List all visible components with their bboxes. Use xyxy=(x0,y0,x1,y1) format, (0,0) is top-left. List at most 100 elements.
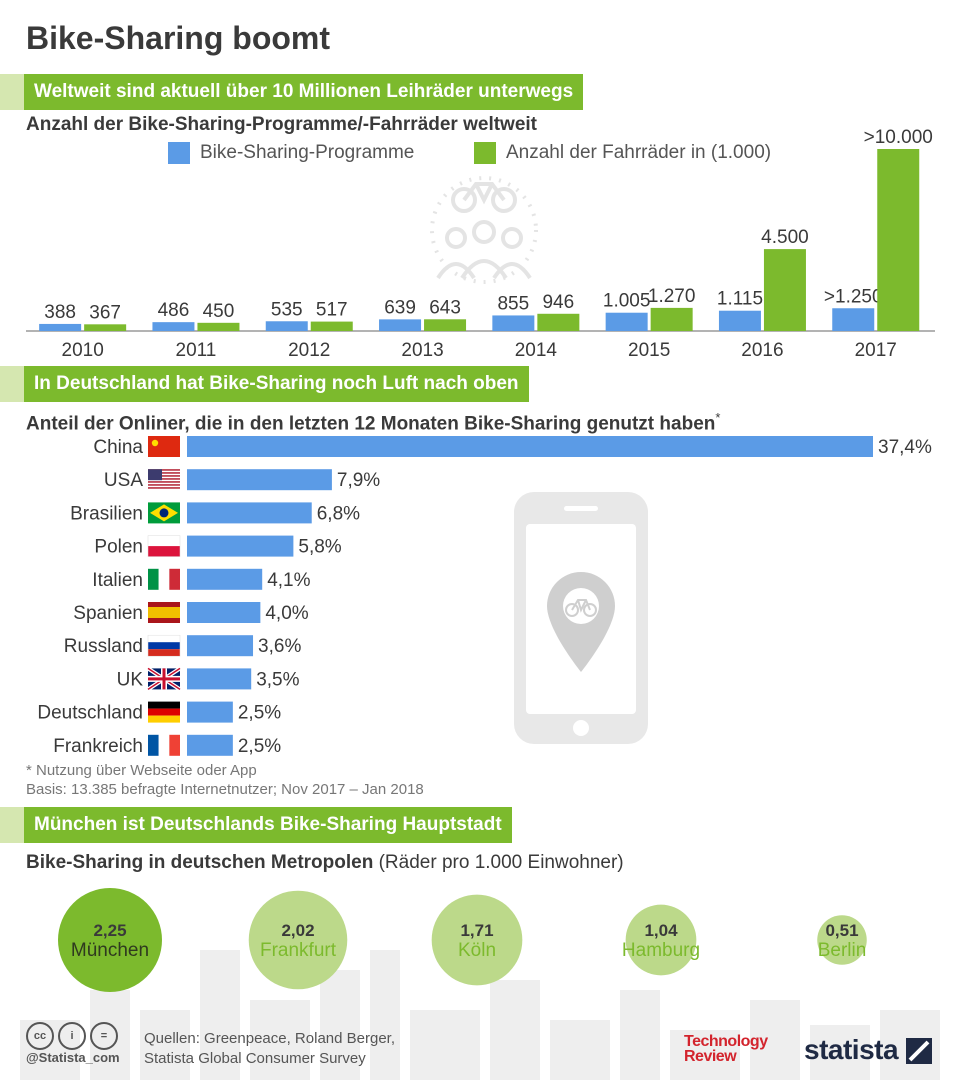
data-label-bikes-2016: 4.500 xyxy=(761,227,809,248)
data-label-programs-2016: 1.115 xyxy=(717,289,763,310)
country-label-Italien: Italien xyxy=(92,570,143,591)
country-label-USA: USA xyxy=(104,470,143,491)
bar-Spanien xyxy=(187,602,261,623)
bar-bikes-2012 xyxy=(310,321,353,331)
city-skyline-decoration xyxy=(20,950,940,1080)
value-label-Deutschland: 2,5% xyxy=(238,703,281,724)
data-label-bikes-2010: 367 xyxy=(89,302,121,323)
technology-review-logo: Technology Review xyxy=(684,1033,768,1065)
country-label-Polen: Polen xyxy=(94,537,143,558)
value-label-Italien: 4,1% xyxy=(267,570,310,591)
bubble-value-Frankfurt: 2,02 xyxy=(281,921,314,940)
x-tick-label-2017: 2017 xyxy=(855,340,897,360)
bubble-value-Hamburg: 1,04 xyxy=(644,921,678,940)
bubble-value-Berlin: 0,51 xyxy=(825,921,858,940)
cc-noderivs-icon: = xyxy=(90,1022,118,1050)
bar-Russland xyxy=(187,635,254,657)
x-tick-label-2014: 2014 xyxy=(515,340,558,360)
statista-handle: @Statista_com xyxy=(26,1050,120,1065)
x-tick-label-2010: 2010 xyxy=(62,340,104,360)
page-title: Bike-Sharing boomt xyxy=(26,20,331,56)
footnote-usage: * Nutzung über Webseite oder App xyxy=(26,762,257,779)
bubble-city-Berlin: Berlin xyxy=(818,940,867,961)
bubble-city-München: München xyxy=(71,940,149,961)
smartphone-location-icon xyxy=(514,492,648,744)
value-label-USA: 7,9% xyxy=(337,470,380,491)
bar-bikes-2013 xyxy=(424,319,467,331)
data-label-bikes-2015: 1.270 xyxy=(648,286,696,307)
france-flag-icon xyxy=(148,734,180,756)
bar-programs-2011 xyxy=(152,322,195,331)
bar-Brasilien xyxy=(187,502,312,524)
value-label-Russland: 3,6% xyxy=(258,636,301,657)
section1-banner-text: Weltweit sind aktuell über 10 Millionen … xyxy=(24,74,584,110)
germany-flag-icon xyxy=(148,701,180,723)
value-label-Frankreich: 2,5% xyxy=(238,736,281,757)
bar-bikes-2011 xyxy=(197,322,240,331)
bubble-value-München: 2,25 xyxy=(93,921,126,940)
bubble-Köln xyxy=(431,894,523,986)
cc-attribution-icon: i xyxy=(58,1022,86,1050)
section2-subtitle-footnote-mark: * xyxy=(715,410,721,425)
bar-programs-2017 xyxy=(832,308,875,331)
bar-programs-2013 xyxy=(379,319,422,331)
bar-programs-2015 xyxy=(605,312,648,331)
statista-logo-mark-icon xyxy=(906,1038,932,1064)
cc-license-icon: cc xyxy=(26,1022,54,1050)
usa-flag-icon xyxy=(148,469,180,491)
country-label-Deutschland: Deutschland xyxy=(37,703,143,724)
x-tick-label-2016: 2016 xyxy=(741,340,783,360)
bar-bikes-2014 xyxy=(537,313,580,331)
technology-review-logo-line2: Review xyxy=(684,1048,737,1065)
bubble-city-Köln: Köln xyxy=(458,940,496,961)
bar-UK xyxy=(187,668,252,690)
technology-review-logo-line1: Technology xyxy=(684,1033,768,1050)
country-label-Brasilien: Brasilien xyxy=(70,503,143,524)
x-tick-label-2012: 2012 xyxy=(288,340,330,360)
x-tick-label-2013: 2013 xyxy=(401,340,443,360)
data-label-programs-2011: 486 xyxy=(158,300,190,321)
bar-programs-2014 xyxy=(492,315,535,331)
value-label-China: 37,4% xyxy=(878,437,932,458)
source-line-1: Quellen: Greenpeace, Roland Berger, xyxy=(144,1030,395,1047)
online-bike-sharing-share-chart: China 37,4% USA 7,9% Brasilien 6,8% Polen 5,8% I… xyxy=(37,436,932,757)
data-label-programs-2017: >1.250 xyxy=(824,286,883,307)
data-label-bikes-2014: 946 xyxy=(542,292,574,313)
bubble-Frankfurt xyxy=(248,890,348,990)
spain-flag-icon xyxy=(148,602,180,623)
legend-item-bikes: Anzahl der Fahrräder in (1.000) xyxy=(474,142,771,164)
bubble-value-Köln: 1,71 xyxy=(460,921,493,940)
source-line-2: Statista Global Consumer Survey xyxy=(144,1050,366,1067)
legend-label-programs: Bike-Sharing-Programme xyxy=(200,142,415,164)
bar-programs-2012 xyxy=(265,321,308,331)
bar-programs-2016 xyxy=(718,310,761,331)
data-label-bikes-2013: 643 xyxy=(429,297,461,318)
value-label-UK: 3,5% xyxy=(256,669,299,690)
legend-label-bikes: Anzahl der Fahrräder in (1.000) xyxy=(506,142,772,164)
country-label-Spanien: Spanien xyxy=(73,603,143,624)
value-label-Polen: 5,8% xyxy=(298,537,341,558)
section1-subtitle: Anzahl der Bike-Sharing-Programme/-Fahrr… xyxy=(26,114,538,135)
section3-subtitle-bold: Bike-Sharing in deutschen Metropolen xyxy=(26,852,374,873)
value-label-Brasilien: 6,8% xyxy=(317,503,360,524)
section3-subtitle-unit: (Räder pro 1.000 Einwohner) xyxy=(378,852,624,873)
bar-Polen xyxy=(187,535,294,557)
data-label-programs-2015: 1.005 xyxy=(603,291,651,312)
section3-banner-text: München ist Deutschlands Bike-Sharing Ha… xyxy=(24,807,512,843)
section3-subtitle: Bike-Sharing in deutschen Metropolen (Rä… xyxy=(26,852,624,874)
section2-subtitle-text: Anteil der Onliner, die in den letzten 1… xyxy=(26,413,716,435)
country-label-China: China xyxy=(93,437,143,458)
bubble-city-Hamburg: Hamburg xyxy=(622,940,700,961)
country-label-Frankreich: Frankreich xyxy=(53,736,143,757)
bar-bikes-2016 xyxy=(763,249,806,331)
section2-banner-text: In Deutschland hat Bike-Sharing noch Luf… xyxy=(24,366,529,402)
statista-logo: statista xyxy=(804,1034,899,1065)
data-label-bikes-2011: 450 xyxy=(203,301,235,322)
russia-flag-icon xyxy=(147,634,181,657)
legend-swatch-blue xyxy=(168,142,190,164)
bike-people-decoration xyxy=(430,176,538,284)
bubble-city-Frankfurt: Frankfurt xyxy=(260,940,337,961)
china-flag-icon xyxy=(148,436,180,457)
bar-Deutschland xyxy=(187,701,233,723)
